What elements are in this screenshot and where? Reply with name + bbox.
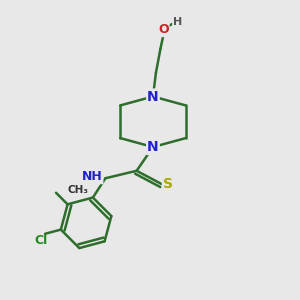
Text: CH₃: CH₃ — [67, 185, 88, 195]
Text: NH: NH — [82, 170, 102, 183]
Text: H: H — [173, 17, 182, 27]
Text: Cl: Cl — [35, 234, 48, 247]
Text: S: S — [163, 177, 173, 191]
Text: N: N — [147, 89, 159, 103]
Text: O: O — [158, 23, 169, 36]
Text: N: N — [147, 140, 159, 154]
